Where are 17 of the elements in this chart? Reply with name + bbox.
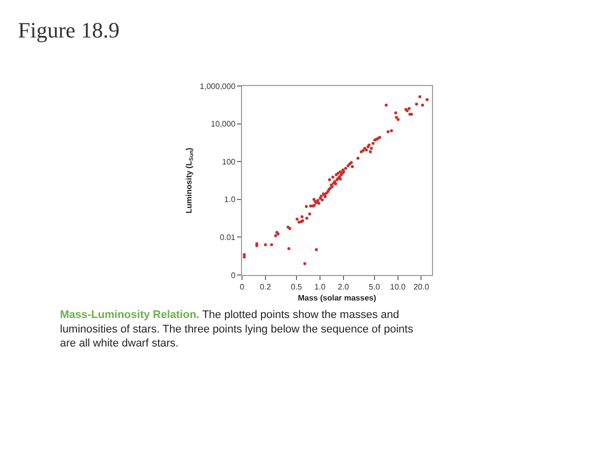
y-tick-label: 0.01 (220, 233, 236, 242)
x-tick-label: 10.0 (390, 282, 406, 292)
text: Mass-Luminosity Relation. (60, 309, 200, 321)
y-tick-label: 0 (230, 270, 236, 280)
x-tick-label: 5.0 (368, 282, 380, 292)
x-tick-label: 0.2 (260, 282, 272, 292)
x-tick-label: 1.0 (314, 282, 326, 292)
y-tick-label: 100 (222, 157, 236, 166)
x-axis-title: Mass (solar masses) (298, 294, 376, 303)
y-tick-label: 1.0 (224, 195, 236, 204)
x-tick-label: 0 (240, 282, 245, 292)
x-tick-label: 2.0 (338, 282, 350, 292)
x-tick-label: 20.0 (413, 282, 430, 292)
y-tick-label: 10,000 (210, 120, 236, 129)
chart-title: Figure 18.9 (18, 17, 120, 42)
y-tick-label: 1,000,000 (200, 82, 236, 91)
x-tick-label: 0.5 (290, 282, 303, 292)
